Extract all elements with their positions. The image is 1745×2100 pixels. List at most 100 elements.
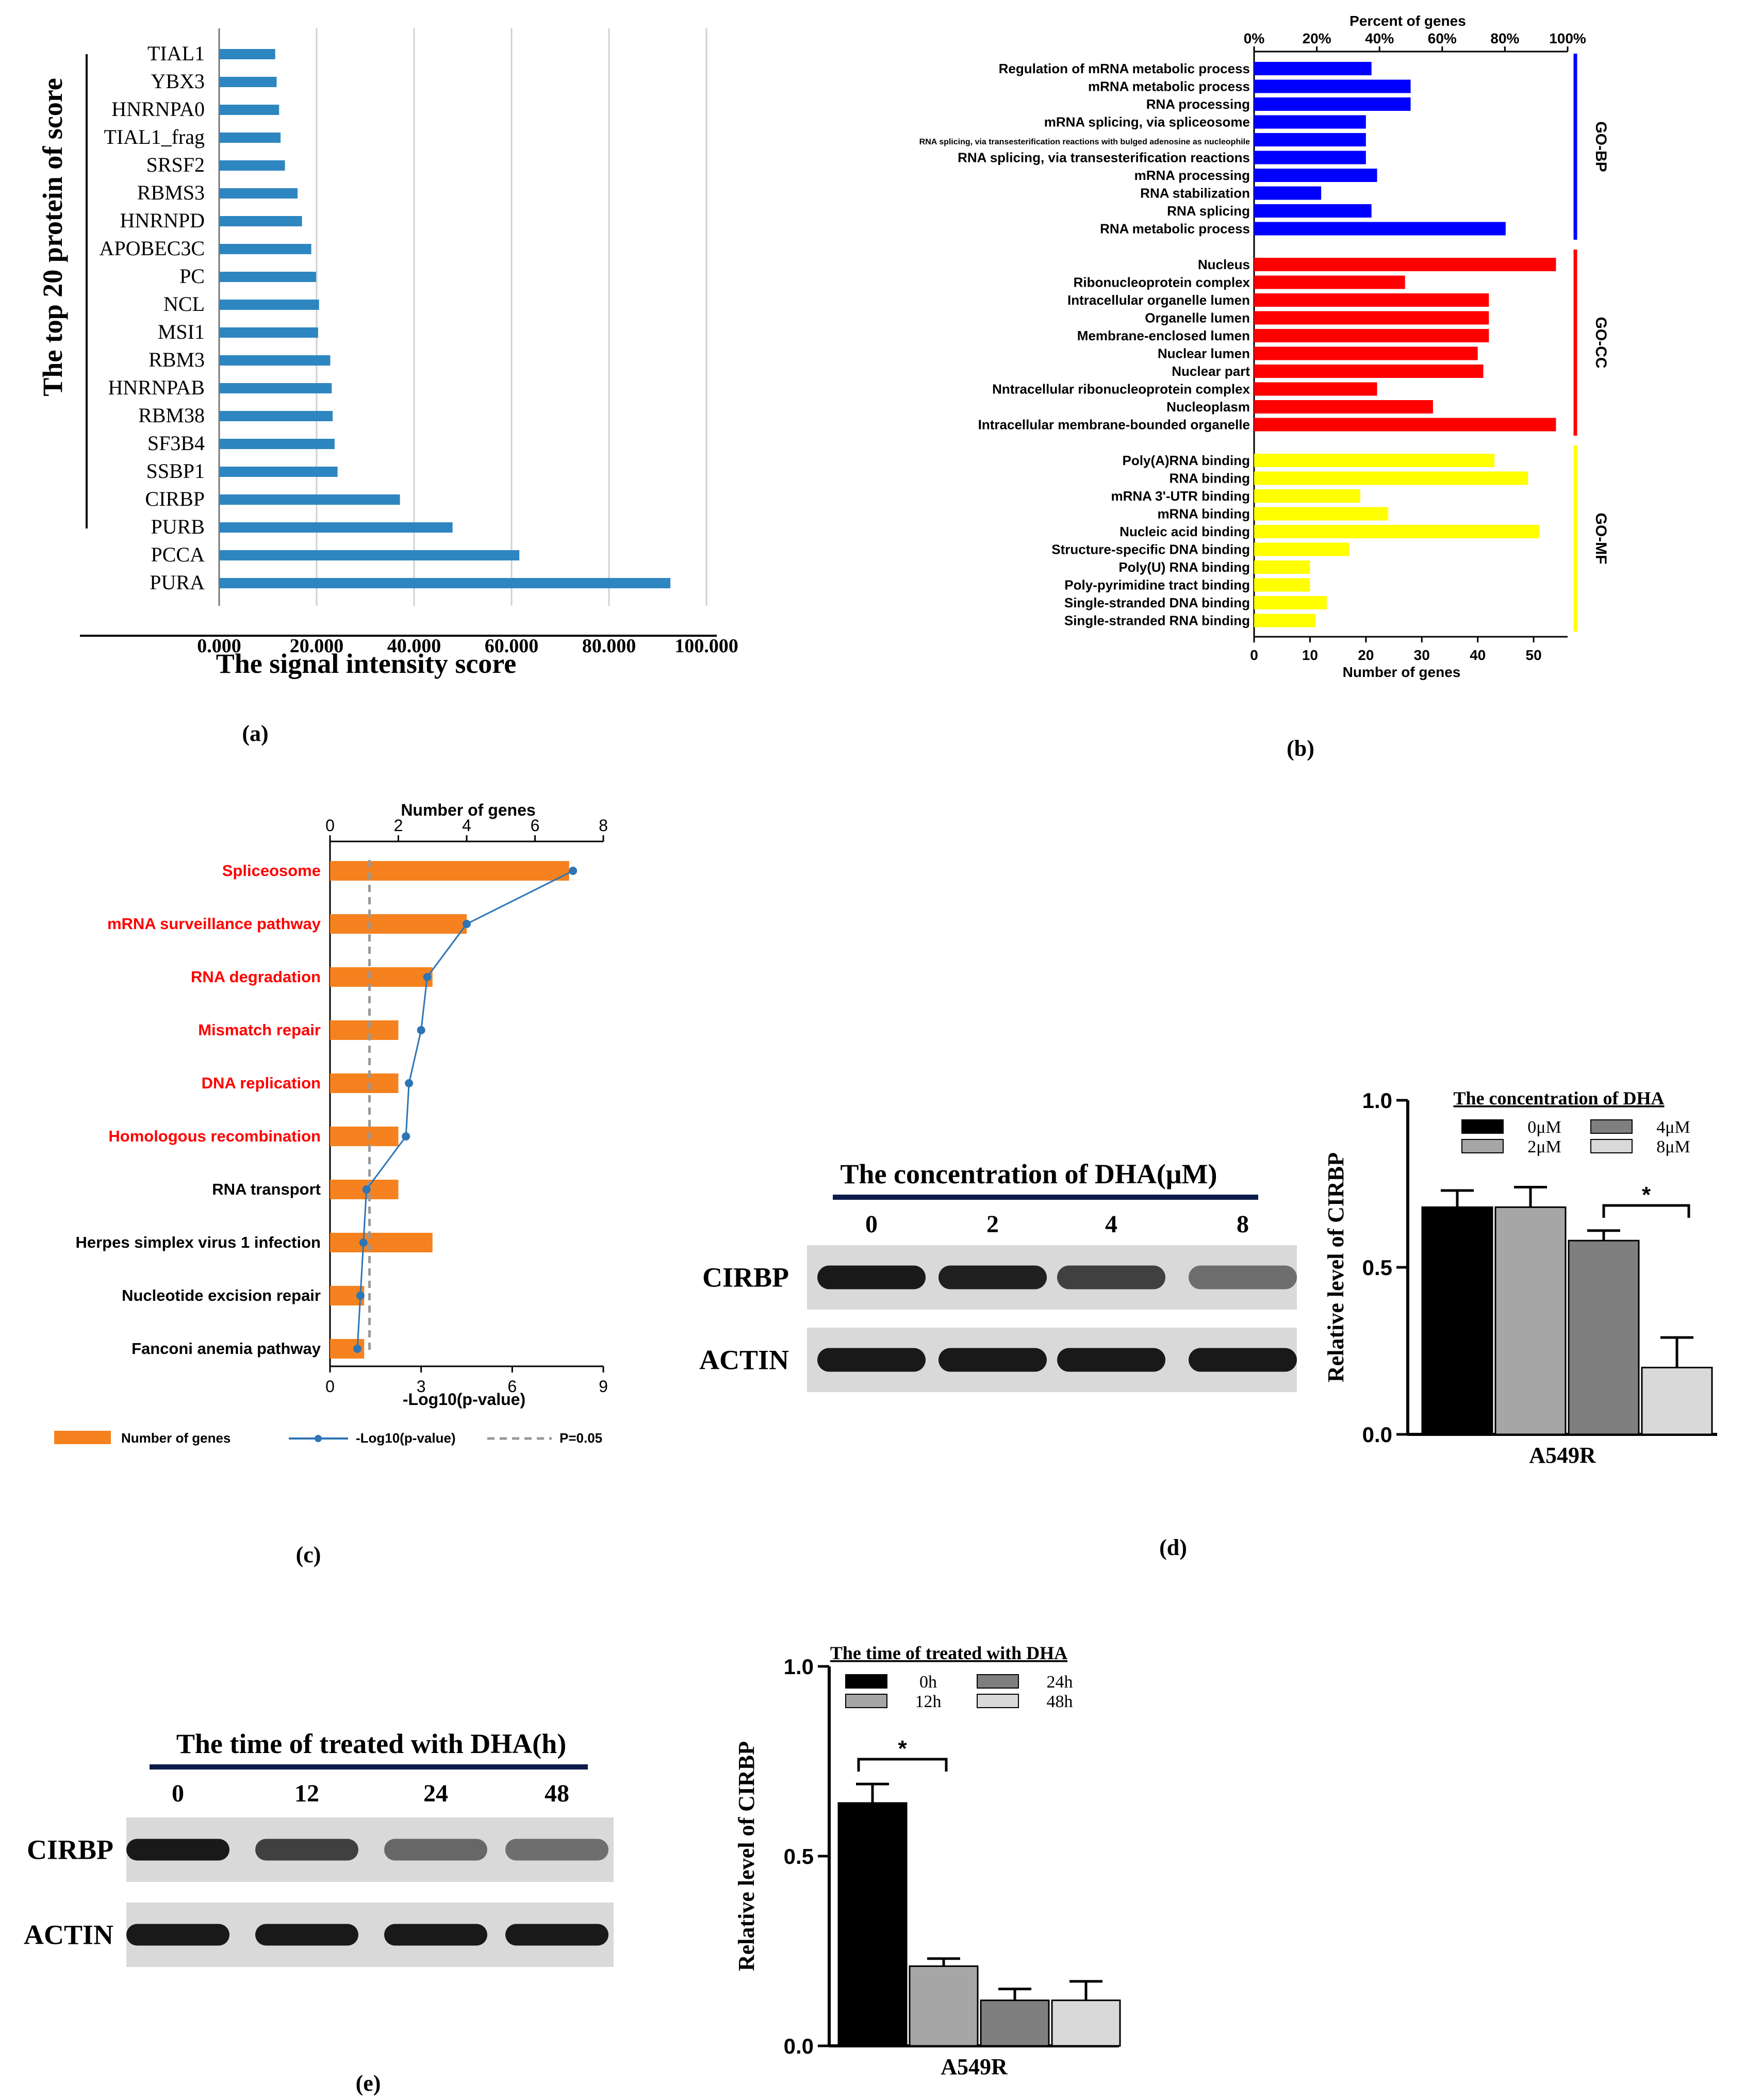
- b-category-label: Single-stranded RNA binding: [1064, 613, 1250, 629]
- blot-title: The time of treated with DHA(h): [176, 1728, 566, 1759]
- bar-y-tick-label: 0.0: [1362, 1423, 1392, 1447]
- b-bar: [1254, 293, 1489, 307]
- b-category-label: Poly(U) RNA binding: [1118, 559, 1250, 575]
- b-bar: [1254, 578, 1310, 592]
- b-bar: [1254, 365, 1484, 378]
- a-bar: [219, 133, 281, 143]
- bar-significance-label: *: [898, 1736, 907, 1761]
- a-y-axis-title: The top 20 protein of score: [37, 78, 68, 396]
- b-bottom-tick-label: 50: [1526, 647, 1542, 663]
- bar-significance-label: *: [1642, 1182, 1651, 1208]
- blot-lane-label: 8: [1237, 1211, 1249, 1238]
- blot-band: [1057, 1348, 1165, 1372]
- blot-lane-label: 4: [1105, 1211, 1117, 1238]
- a-bar: [219, 216, 302, 226]
- a-bar: [219, 522, 453, 533]
- blot-band: [1057, 1265, 1165, 1289]
- b-top-tick-label: 60%: [1428, 30, 1457, 46]
- bar-y-axis-title: Relative level of CIRBP: [1323, 1152, 1348, 1382]
- b-bar: [1254, 489, 1360, 503]
- b-bottom-tick-label: 40: [1470, 647, 1486, 663]
- a-x-tick-label: 80.000: [582, 635, 636, 657]
- a-bar: [219, 467, 338, 477]
- a-bar: [219, 494, 400, 505]
- panel-label-d: (d): [1159, 1535, 1187, 1560]
- bar-legend-swatch: [977, 1694, 1019, 1708]
- c-pvalue-point: [362, 1185, 371, 1194]
- b-bar: [1254, 204, 1372, 218]
- b-group-label: GO-CC: [1592, 317, 1609, 369]
- blot-band: [817, 1265, 926, 1289]
- b-bar: [1254, 329, 1489, 342]
- a-bar: [219, 244, 311, 254]
- b-bottom-tick-label: 20: [1358, 647, 1374, 663]
- c-bottom-axis-title: -Log10(p-value): [403, 1390, 525, 1409]
- a-bar: [219, 272, 317, 282]
- b-category-label: Nuclear lumen: [1158, 346, 1250, 361]
- c-category-label: RNA transport: [212, 1180, 321, 1198]
- b-bar: [1254, 311, 1489, 325]
- a-bar: [219, 327, 318, 338]
- bar: [1494, 1206, 1567, 1435]
- panel-label-e: (e): [356, 2071, 381, 2096]
- a-bar: [219, 77, 277, 87]
- c-pvalue-point: [356, 1292, 365, 1300]
- blot-band: [939, 1348, 1047, 1372]
- b-bar: [1254, 169, 1377, 182]
- c-category-label: DNA replication: [202, 1074, 321, 1092]
- bar: [980, 1999, 1050, 2047]
- b-category-label: RNA splicing, via transesterification re…: [958, 150, 1250, 166]
- c-legend-label: -Log10(p-value): [356, 1430, 456, 1446]
- c-top-tick-label: 0: [325, 816, 335, 835]
- c-pvalue-point: [405, 1079, 414, 1087]
- b-bottom-tick-label: 30: [1414, 647, 1430, 663]
- c-bar: [330, 1020, 399, 1040]
- bar-y-axis-title: Relative level of CIRBP: [734, 1741, 759, 1971]
- bar-legend-label: 0μM: [1527, 1118, 1561, 1137]
- c-pvalue-point: [353, 1345, 361, 1353]
- b-category-label: mRNA processing: [1134, 168, 1250, 183]
- b-category-label: Nucleus: [1198, 257, 1250, 272]
- c-category-label: Mismatch repair: [198, 1021, 321, 1039]
- b-category-label: mRNA metabolic process: [1088, 79, 1250, 94]
- b-category-label: Intracellular organelle lumen: [1067, 292, 1250, 308]
- bar: [1421, 1206, 1493, 1435]
- a-category-label: RBM38: [138, 404, 205, 427]
- a-category-label: HNRNPA0: [111, 97, 205, 121]
- bar-legend-swatch: [845, 1674, 887, 1689]
- b-bar: [1254, 382, 1377, 396]
- c-category-label: Herpes simplex virus 1 infection: [75, 1233, 321, 1251]
- c-bar: [330, 967, 433, 987]
- a-category-label: YBX3: [151, 70, 205, 93]
- b-bar: [1254, 346, 1478, 360]
- a-x-tick-label: 20.000: [290, 635, 344, 657]
- b-bar: [1254, 400, 1433, 414]
- blot-band: [384, 1924, 487, 1946]
- bar-legend-title: The time of treated with DHA: [830, 1643, 1067, 1663]
- a-bar: [219, 160, 285, 171]
- bar-y-tick-label: 1.0: [1362, 1088, 1392, 1113]
- b-bar: [1254, 133, 1366, 146]
- b-category-label: Single-stranded DNA binding: [1064, 595, 1250, 610]
- a-category-label: PURB: [151, 515, 205, 538]
- c-category-label: mRNA surveillance pathway: [107, 915, 321, 933]
- b-top-tick-label: 0%: [1244, 30, 1265, 46]
- bar-legend-swatch: [1590, 1119, 1633, 1134]
- c-top-tick-label: 6: [531, 816, 540, 835]
- b-bar: [1254, 525, 1539, 538]
- blot-lane-label: 48: [545, 1780, 569, 1807]
- b-bar: [1254, 596, 1327, 609]
- b-bar: [1254, 507, 1389, 521]
- b-group-label: GO-MF: [1592, 513, 1609, 565]
- blot-band: [939, 1265, 1047, 1289]
- bar-legend-swatch: [1590, 1139, 1633, 1153]
- panel-a: 0.000 20.000 40.000 60.000 80.000 100.000 TIAL…: [37, 28, 738, 679]
- panel-label-a: (a): [242, 721, 268, 746]
- bar: [1641, 1366, 1713, 1435]
- blot-row-label: CIRBP: [27, 1834, 113, 1865]
- b-category-label: Membrane-enclosed lumen: [1077, 328, 1250, 343]
- blot-band: [255, 1839, 358, 1861]
- a-category-label: PURA: [150, 571, 205, 594]
- bar-legend-label: 8μM: [1656, 1137, 1690, 1156]
